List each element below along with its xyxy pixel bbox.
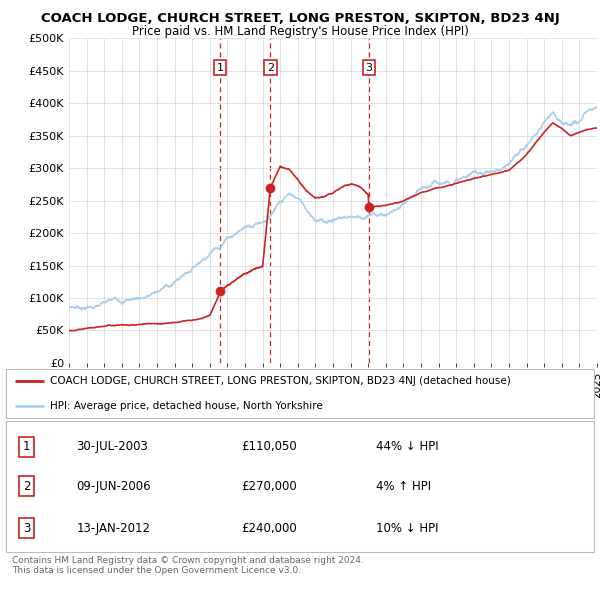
Text: £110,050: £110,050 bbox=[241, 440, 297, 453]
Text: 10% ↓ HPI: 10% ↓ HPI bbox=[376, 522, 439, 535]
Text: 1: 1 bbox=[217, 63, 223, 73]
FancyBboxPatch shape bbox=[6, 421, 594, 552]
FancyBboxPatch shape bbox=[6, 369, 594, 418]
Text: 30-JUL-2003: 30-JUL-2003 bbox=[77, 440, 148, 453]
Text: 2: 2 bbox=[267, 63, 274, 73]
Text: COACH LODGE, CHURCH STREET, LONG PRESTON, SKIPTON, BD23 4NJ (detached house): COACH LODGE, CHURCH STREET, LONG PRESTON… bbox=[50, 376, 511, 386]
Text: 1: 1 bbox=[23, 440, 31, 453]
Text: Price paid vs. HM Land Registry's House Price Index (HPI): Price paid vs. HM Land Registry's House … bbox=[131, 25, 469, 38]
Text: 44% ↓ HPI: 44% ↓ HPI bbox=[376, 440, 439, 453]
Text: 09-JUN-2006: 09-JUN-2006 bbox=[77, 480, 151, 493]
Text: 3: 3 bbox=[365, 63, 373, 73]
Text: £270,000: £270,000 bbox=[241, 480, 297, 493]
Text: COACH LODGE, CHURCH STREET, LONG PRESTON, SKIPTON, BD23 4NJ: COACH LODGE, CHURCH STREET, LONG PRESTON… bbox=[41, 12, 559, 25]
Text: £240,000: £240,000 bbox=[241, 522, 297, 535]
Text: 2: 2 bbox=[23, 480, 31, 493]
Text: 3: 3 bbox=[23, 522, 30, 535]
Text: Contains HM Land Registry data © Crown copyright and database right 2024.
This d: Contains HM Land Registry data © Crown c… bbox=[12, 556, 364, 575]
Text: 4% ↑ HPI: 4% ↑ HPI bbox=[376, 480, 431, 493]
Text: HPI: Average price, detached house, North Yorkshire: HPI: Average price, detached house, Nort… bbox=[50, 401, 323, 411]
Text: 13-JAN-2012: 13-JAN-2012 bbox=[77, 522, 151, 535]
